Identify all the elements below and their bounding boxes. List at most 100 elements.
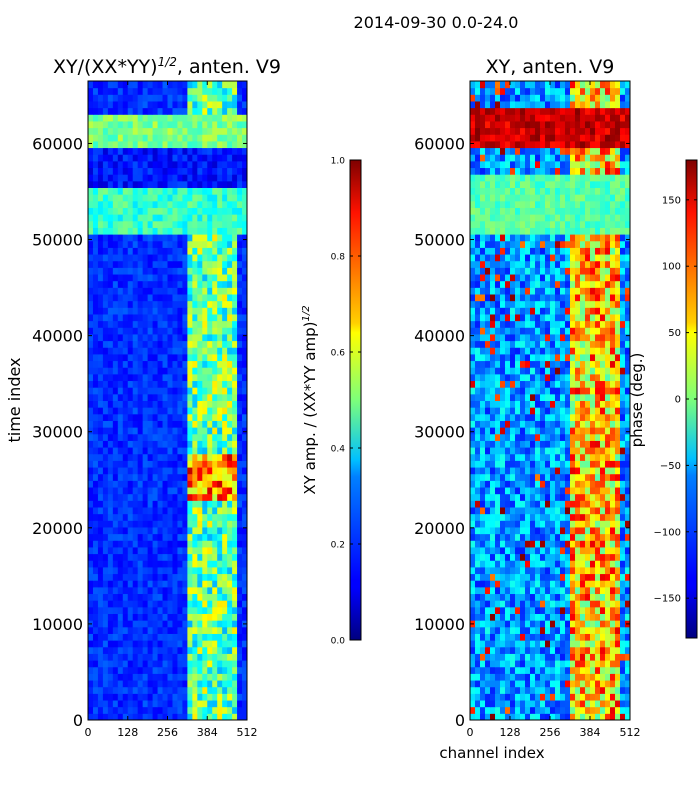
heatmap-cell — [495, 673, 501, 681]
heatmap-cell — [217, 274, 223, 282]
heatmap-cell — [520, 553, 526, 561]
heatmap-cell — [167, 347, 173, 355]
heatmap-cell — [480, 526, 486, 535]
heatmap-cell — [227, 500, 233, 508]
heatmap-cell — [192, 227, 198, 235]
heatmap-cell — [192, 127, 198, 135]
heatmap-cell — [625, 673, 630, 681]
heatmap-cell — [217, 287, 223, 295]
heatmap-cell — [605, 586, 611, 595]
heatmap-cell — [97, 347, 104, 355]
heatmap-cell — [595, 427, 601, 435]
heatmap-cell — [147, 240, 154, 248]
heatmap-cell — [550, 480, 556, 488]
heatmap-cell — [122, 254, 129, 262]
heatmap-cell — [97, 180, 104, 188]
heatmap-cell — [202, 134, 208, 142]
heatmap-cell — [500, 600, 506, 608]
heatmap-cell — [162, 114, 168, 122]
heatmap-cell — [102, 713, 109, 720]
heatmap-cell — [182, 167, 188, 175]
heatmap-cell — [565, 700, 571, 708]
heatmap-cell — [117, 167, 124, 175]
heatmap-cell — [92, 513, 99, 521]
heatmap-cell — [242, 187, 247, 195]
heatmap-cell — [545, 586, 551, 595]
heatmap-cell — [535, 640, 541, 648]
heatmap-cell — [535, 360, 541, 368]
heatmap-cell — [192, 600, 198, 608]
heatmap-cell — [480, 373, 486, 382]
heatmap-cell — [147, 227, 154, 235]
heatmap-cell — [162, 140, 168, 149]
heatmap-cell — [590, 620, 596, 628]
heatmap-cell — [97, 234, 104, 242]
heatmap-cell — [510, 693, 516, 701]
heatmap-cell — [182, 487, 188, 495]
heatmap-cell — [232, 666, 238, 674]
heatmap-cell — [222, 420, 228, 428]
heatmap-cell — [222, 360, 228, 368]
heatmap-cell — [222, 493, 228, 501]
heatmap-cell — [167, 580, 173, 588]
heatmap-cell — [172, 680, 178, 688]
heatmap-cell — [212, 700, 218, 708]
heatmap-cell — [157, 460, 164, 468]
heatmap-cell — [515, 480, 521, 488]
heatmap-cell — [615, 393, 621, 401]
heatmap-cell — [92, 360, 99, 368]
heatmap-cell — [555, 666, 561, 674]
heatmap-cell — [575, 573, 581, 581]
heatmap-cell — [237, 100, 243, 109]
heatmap-cell — [575, 566, 581, 575]
heatmap-cell — [207, 580, 213, 588]
heatmap-cell — [565, 373, 571, 382]
heatmap-cell — [540, 380, 546, 388]
heatmap-cell — [162, 467, 168, 475]
heatmap-cell — [470, 440, 476, 448]
heatmap-cell — [132, 700, 139, 708]
heatmap-cell — [575, 420, 581, 428]
heatmap-cell — [197, 340, 203, 348]
heatmap-cell — [545, 440, 551, 448]
heatmap-cell — [610, 633, 616, 641]
heatmap-cell — [132, 460, 139, 468]
heatmap-cell — [480, 520, 486, 528]
heatmap-cell — [580, 620, 586, 628]
heatmap-cell — [167, 400, 173, 408]
heatmap-cell — [132, 300, 139, 308]
heatmap-cell — [88, 560, 94, 568]
heatmap-cell — [172, 307, 178, 315]
heatmap-cell — [555, 680, 561, 688]
heatmap-cell — [227, 666, 233, 674]
heatmap-cell — [97, 260, 104, 268]
heatmap-cell — [127, 120, 134, 129]
heatmap-cell — [485, 373, 491, 382]
heatmap-cell — [222, 540, 228, 548]
heatmap-cell — [217, 313, 223, 322]
heatmap-cell — [495, 693, 501, 701]
heatmap-cell — [112, 220, 119, 228]
heatmap-cell — [227, 420, 233, 428]
heatmap-cell — [500, 540, 506, 548]
heatmap-cell — [605, 473, 611, 481]
heatmap-cell — [187, 160, 193, 169]
heatmap-cell — [217, 586, 223, 595]
heatmap-cell — [162, 393, 168, 401]
heatmap-cell — [585, 407, 591, 415]
heatmap-cell — [615, 700, 621, 708]
heatmap-cell — [605, 606, 611, 614]
heatmap-cell — [232, 81, 238, 89]
heatmap-cell — [202, 234, 208, 242]
heatmap-cell — [97, 114, 104, 122]
heatmap-cell — [535, 400, 541, 408]
heatmap-cell — [107, 613, 114, 621]
heatmap-cell — [192, 140, 198, 149]
heatmap-cell — [147, 134, 154, 142]
heatmap-cell — [232, 294, 238, 302]
heatmap-cell — [92, 460, 99, 468]
heatmap-cell — [157, 227, 164, 235]
heatmap-cell — [88, 327, 94, 335]
heatmap-cell — [565, 513, 571, 521]
heatmap-cell — [600, 400, 606, 408]
